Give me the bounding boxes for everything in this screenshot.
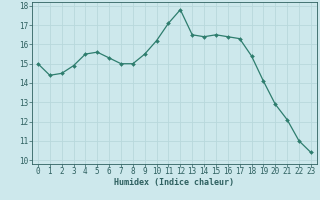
X-axis label: Humidex (Indice chaleur): Humidex (Indice chaleur)	[115, 178, 234, 187]
